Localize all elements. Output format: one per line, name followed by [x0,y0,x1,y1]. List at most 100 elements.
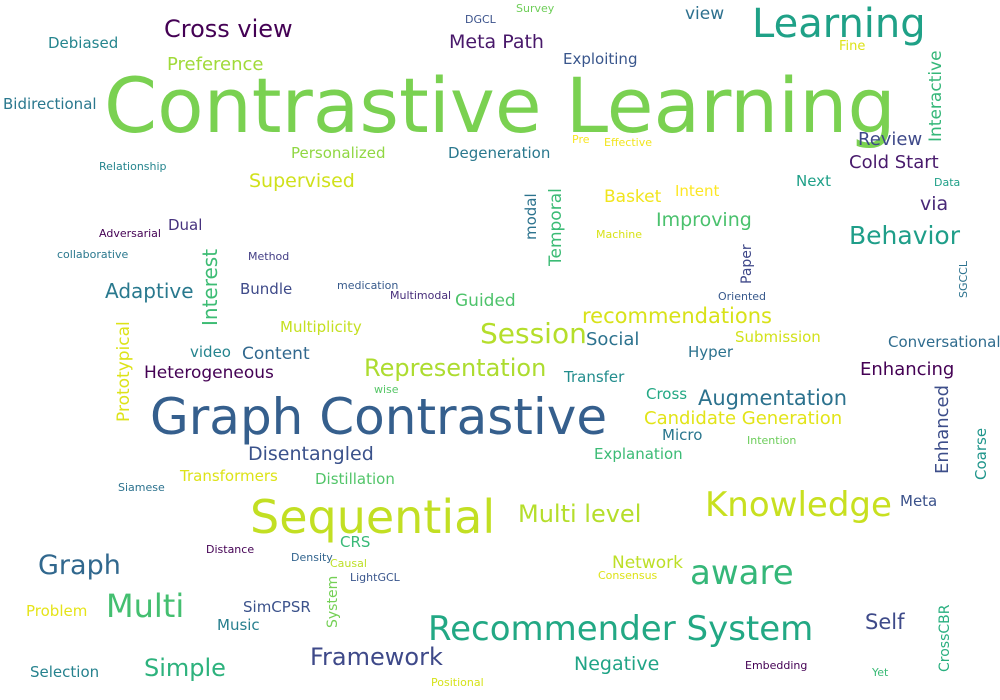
word-medication: medication [337,279,399,292]
word-simple: Simple [144,654,226,682]
word-survey: Survey [516,2,555,15]
word-self: Self [865,610,905,634]
word-bundle: Bundle [240,280,293,298]
word-coarse: Coarse [972,427,990,480]
word-augmentation: Augmentation [698,386,848,410]
word-candidate-generation: Candidate Generation [644,408,843,429]
word-aware: aware [690,553,794,593]
word-video: video [190,343,231,361]
word-bidirectional: Bidirectional [3,95,97,113]
word-causal: Causal [330,557,367,570]
word-wise: wise [374,383,399,396]
word-contrastive-learning: Contrastive Learning [104,61,896,150]
word-positional: Positional [431,676,484,689]
word-lightgcl: LightGCL [350,571,400,584]
word-recommender-system: Recommender System [428,609,814,649]
word-sequential: Sequential [250,490,496,544]
word-multiplicity: Multiplicity [280,318,362,336]
word-problem: Problem [26,602,88,620]
word-machine: Machine [596,228,643,241]
word-fine: Fine [839,39,866,54]
word-transformers: Transformers [180,467,278,485]
word-crs: CRS [340,533,371,551]
word-meta: Meta [900,492,938,510]
word-dgcl: DGCL [465,13,496,26]
word-cross-view: Cross view [164,15,293,43]
word-graph-contrastive: Graph Contrastive [150,388,608,446]
word-method: Method [248,250,290,263]
word-conversational: Conversational [888,333,1000,351]
word-relationship: Relationship [99,160,167,173]
word-review: Review [858,129,923,150]
word-social: Social [586,329,640,350]
word-session: Session [480,317,587,350]
word-oriented: Oriented [718,290,767,303]
word-micro: Micro [662,426,703,444]
word-prototypical: Prototypical [114,321,134,422]
word-personalized: Personalized [291,144,386,162]
word-enhanced: Enhanced [932,384,953,474]
word-representation: Representation [364,354,547,382]
word-sgccl: SGCCL [957,261,970,298]
word-preference: Preference [167,54,264,75]
word-intent: Intent [675,182,720,200]
word-negative: Negative [574,653,660,675]
word-disentangled: Disentangled [248,443,374,465]
word-data: Data [934,176,961,189]
word-guided: Guided [455,291,516,311]
word-enhancing: Enhancing [860,359,955,380]
word-knowledge: Knowledge [705,485,892,525]
word-interactive: Interactive [926,50,946,142]
word-supervised: Supervised [249,170,355,192]
word-pre: Pre [572,133,590,146]
word-hyper: Hyper [688,343,734,361]
word-framework: Framework [310,643,443,671]
word-improving: Improving [656,209,752,231]
word-paper: Paper [739,244,755,284]
word-content: Content [242,344,310,364]
word-recommendations: recommendations [582,304,772,328]
word-cold-start: Cold Start [849,152,939,173]
word-next: Next [796,172,831,190]
word-behavior: Behavior [849,221,961,250]
word-collaborative: collaborative [57,248,129,261]
word-learning: Learning [752,1,926,47]
word-distillation: Distillation [315,470,395,488]
word-multi: Multi [106,587,185,625]
word-network: Network [612,553,683,573]
word-multimodal: Multimodal [390,289,452,302]
word-intention: Intention [747,434,797,447]
word-siamese: Siamese [118,481,165,494]
word-selection: Selection [30,663,100,681]
word-density: Density [291,551,333,564]
word-adversarial: Adversarial [99,227,161,240]
word-adaptive: Adaptive [105,279,194,303]
word-meta-path: Meta Path [449,31,544,53]
word-basket: Basket [604,187,662,207]
word-simcpsr: SimCPSR [243,598,311,616]
word-modal: modal [522,193,540,240]
word-cross: Cross [646,385,688,403]
word-embedding: Embedding [745,659,808,672]
word-explanation: Explanation [594,445,683,463]
word-submission: Submission [735,328,821,346]
word-system: System [325,575,341,628]
word-yet: Yet [872,666,889,679]
word-heterogeneous: Heterogeneous [144,363,274,383]
word-view: view [685,4,725,24]
word-debiased: Debiased [48,34,119,52]
word-exploiting: Exploiting [563,50,638,68]
word-distance: Distance [206,543,255,556]
word-interest: Interest [198,248,222,326]
word-transfer: Transfer [564,368,625,386]
word-degeneration: Degeneration [448,144,551,162]
word-via: via [920,193,949,215]
word-music: Music [217,616,260,634]
word-crosscbr: CrossCBR [937,604,953,672]
word-consensus: Consensus [598,569,658,582]
word-dual: Dual [168,216,203,234]
word-multi-level: Multi level [518,500,642,528]
word-temporal: Temporal [546,188,566,266]
word-graph: Graph [38,550,121,581]
